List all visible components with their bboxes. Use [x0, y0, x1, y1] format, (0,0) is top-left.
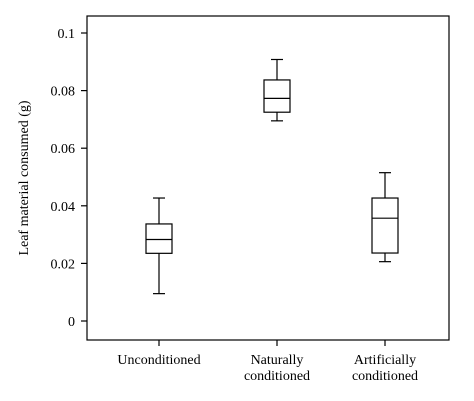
- iqr-box: [263, 79, 291, 113]
- y-axis-title: Leaf material consumed (g): [17, 100, 32, 255]
- y-tick-label: 0.08: [51, 85, 76, 100]
- box-3: [371, 172, 399, 263]
- box-2: [263, 58, 291, 122]
- iqr-box: [145, 223, 173, 254]
- y-tick-label: 0.04: [51, 200, 76, 215]
- y-tick-label: 0.02: [51, 257, 76, 272]
- y-tick-label: 0: [68, 315, 75, 330]
- y-tick-label: 0.06: [51, 142, 76, 157]
- x-category-label: Artificially: [354, 353, 416, 368]
- x-category-label: Unconditioned: [117, 353, 200, 368]
- x-category-label: conditioned: [352, 369, 418, 384]
- y-tick-label: 0.1: [58, 27, 76, 42]
- iqr-box: [371, 197, 399, 254]
- box-1: [145, 197, 173, 295]
- plot-frame: [86, 15, 450, 341]
- x-category-label: Naturally: [251, 353, 304, 368]
- x-category-label: conditioned: [244, 369, 310, 384]
